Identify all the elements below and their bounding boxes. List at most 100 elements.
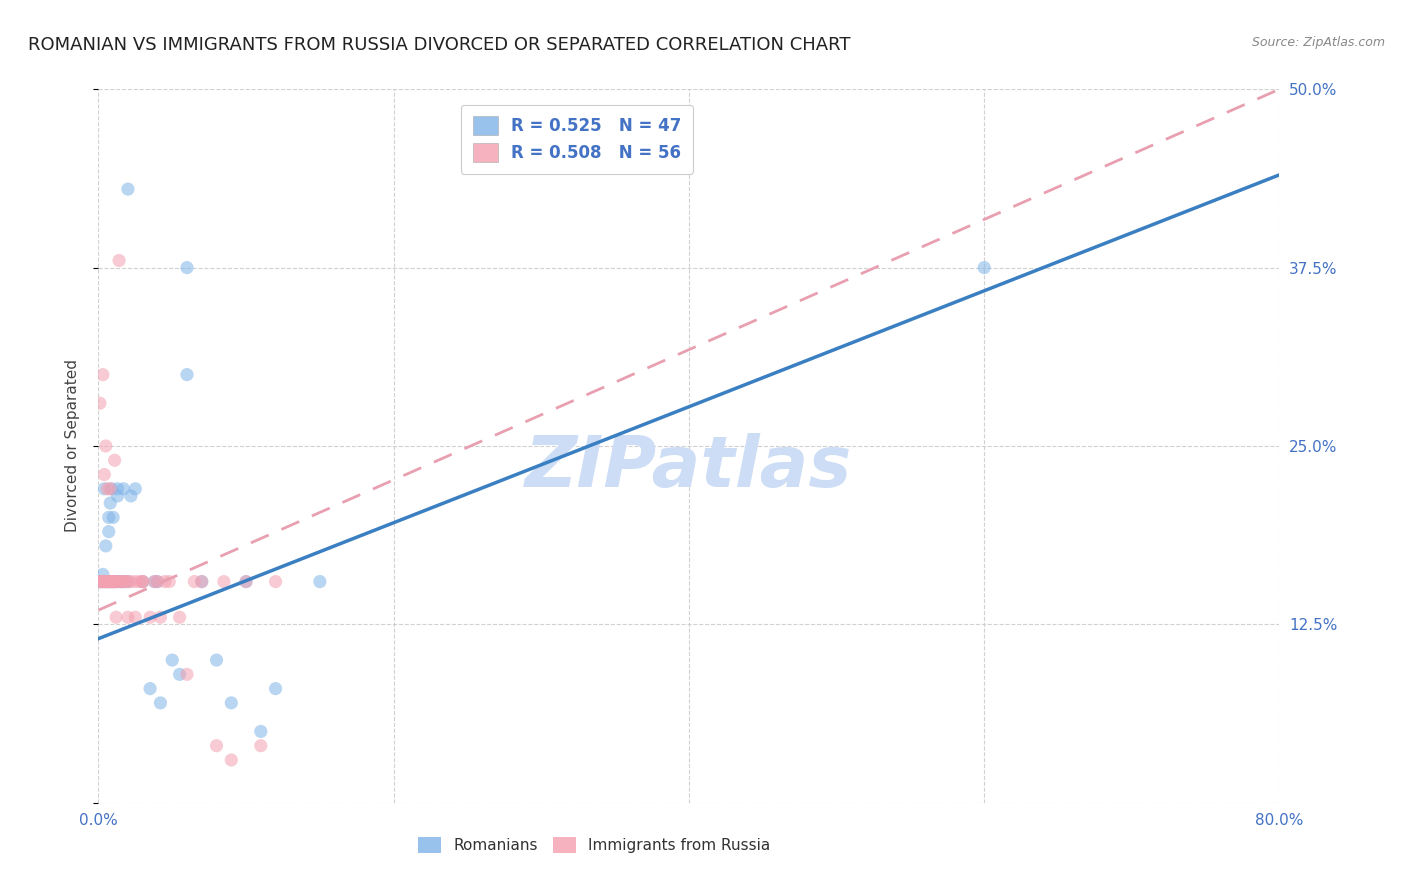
Point — [132, 574, 155, 589]
Point — [973, 260, 995, 275]
Point — [212, 574, 235, 589]
Point — [146, 574, 169, 589]
Point — [143, 574, 166, 589]
Point — [176, 368, 198, 382]
Point — [90, 574, 112, 589]
Point — [111, 574, 134, 589]
Point — [169, 667, 191, 681]
Point — [162, 653, 183, 667]
Point — [139, 681, 162, 696]
Point — [117, 610, 139, 624]
Point — [96, 574, 118, 589]
Point — [90, 574, 112, 589]
Point — [107, 482, 129, 496]
Point — [309, 574, 332, 589]
Point — [90, 574, 112, 589]
Y-axis label: Divorced or Separated: Divorced or Separated — [65, 359, 80, 533]
Point — [107, 574, 129, 589]
Point — [100, 574, 122, 589]
Point — [105, 574, 128, 589]
Point — [100, 574, 122, 589]
Point — [120, 574, 142, 589]
Point — [157, 574, 180, 589]
Point — [132, 574, 155, 589]
Point — [97, 574, 120, 589]
Point — [89, 396, 111, 410]
Point — [124, 574, 146, 589]
Point — [139, 610, 162, 624]
Point — [191, 574, 214, 589]
Point — [143, 574, 166, 589]
Point — [94, 574, 117, 589]
Point — [117, 574, 139, 589]
Point — [96, 574, 118, 589]
Point — [235, 574, 257, 589]
Point — [103, 574, 125, 589]
Point — [264, 574, 287, 589]
Point — [111, 574, 134, 589]
Point — [97, 574, 120, 589]
Point — [89, 574, 111, 589]
Point — [169, 610, 191, 624]
Point — [94, 539, 117, 553]
Point — [104, 574, 127, 589]
Point — [124, 482, 146, 496]
Point — [110, 574, 132, 589]
Point — [250, 739, 273, 753]
Point — [117, 574, 139, 589]
Point — [149, 696, 172, 710]
Point — [105, 610, 128, 624]
Point — [110, 574, 132, 589]
Point — [93, 467, 115, 482]
Point — [91, 574, 114, 589]
Point — [89, 574, 111, 589]
Point — [235, 574, 257, 589]
Point — [112, 574, 135, 589]
Point — [94, 574, 117, 589]
Point — [264, 681, 287, 696]
Point — [176, 667, 198, 681]
Point — [114, 574, 136, 589]
Point — [98, 482, 121, 496]
Point — [108, 574, 131, 589]
Point — [91, 574, 114, 589]
Point — [96, 482, 118, 496]
Point — [149, 610, 172, 624]
Point — [205, 739, 228, 753]
Point — [103, 510, 125, 524]
Point — [91, 368, 114, 382]
Point — [132, 574, 155, 589]
Point — [205, 653, 228, 667]
Point — [108, 253, 131, 268]
Point — [94, 439, 117, 453]
Point — [94, 574, 117, 589]
Point — [176, 260, 198, 275]
Point — [98, 574, 121, 589]
Point — [105, 574, 128, 589]
Point — [98, 574, 121, 589]
Point — [98, 496, 121, 510]
Point — [91, 574, 114, 589]
Point — [97, 510, 120, 524]
Point — [124, 610, 146, 624]
Legend: Romanians, Immigrants from Russia: Romanians, Immigrants from Russia — [412, 831, 776, 859]
Point — [100, 482, 122, 496]
Point — [93, 482, 115, 496]
Text: ZIPatlas: ZIPatlas — [526, 433, 852, 502]
Point — [146, 574, 169, 589]
Point — [97, 524, 120, 539]
Point — [120, 489, 142, 503]
Point — [114, 574, 136, 589]
Text: Source: ZipAtlas.com: Source: ZipAtlas.com — [1251, 36, 1385, 49]
Point — [103, 574, 125, 589]
Point — [191, 574, 214, 589]
Point — [153, 574, 176, 589]
Point — [100, 574, 122, 589]
Point — [107, 489, 129, 503]
Point — [112, 482, 135, 496]
Point — [183, 574, 205, 589]
Point — [128, 574, 150, 589]
Point — [91, 567, 114, 582]
Point — [221, 696, 243, 710]
Text: ROMANIAN VS IMMIGRANTS FROM RUSSIA DIVORCED OR SEPARATED CORRELATION CHART: ROMANIAN VS IMMIGRANTS FROM RUSSIA DIVOR… — [28, 36, 851, 54]
